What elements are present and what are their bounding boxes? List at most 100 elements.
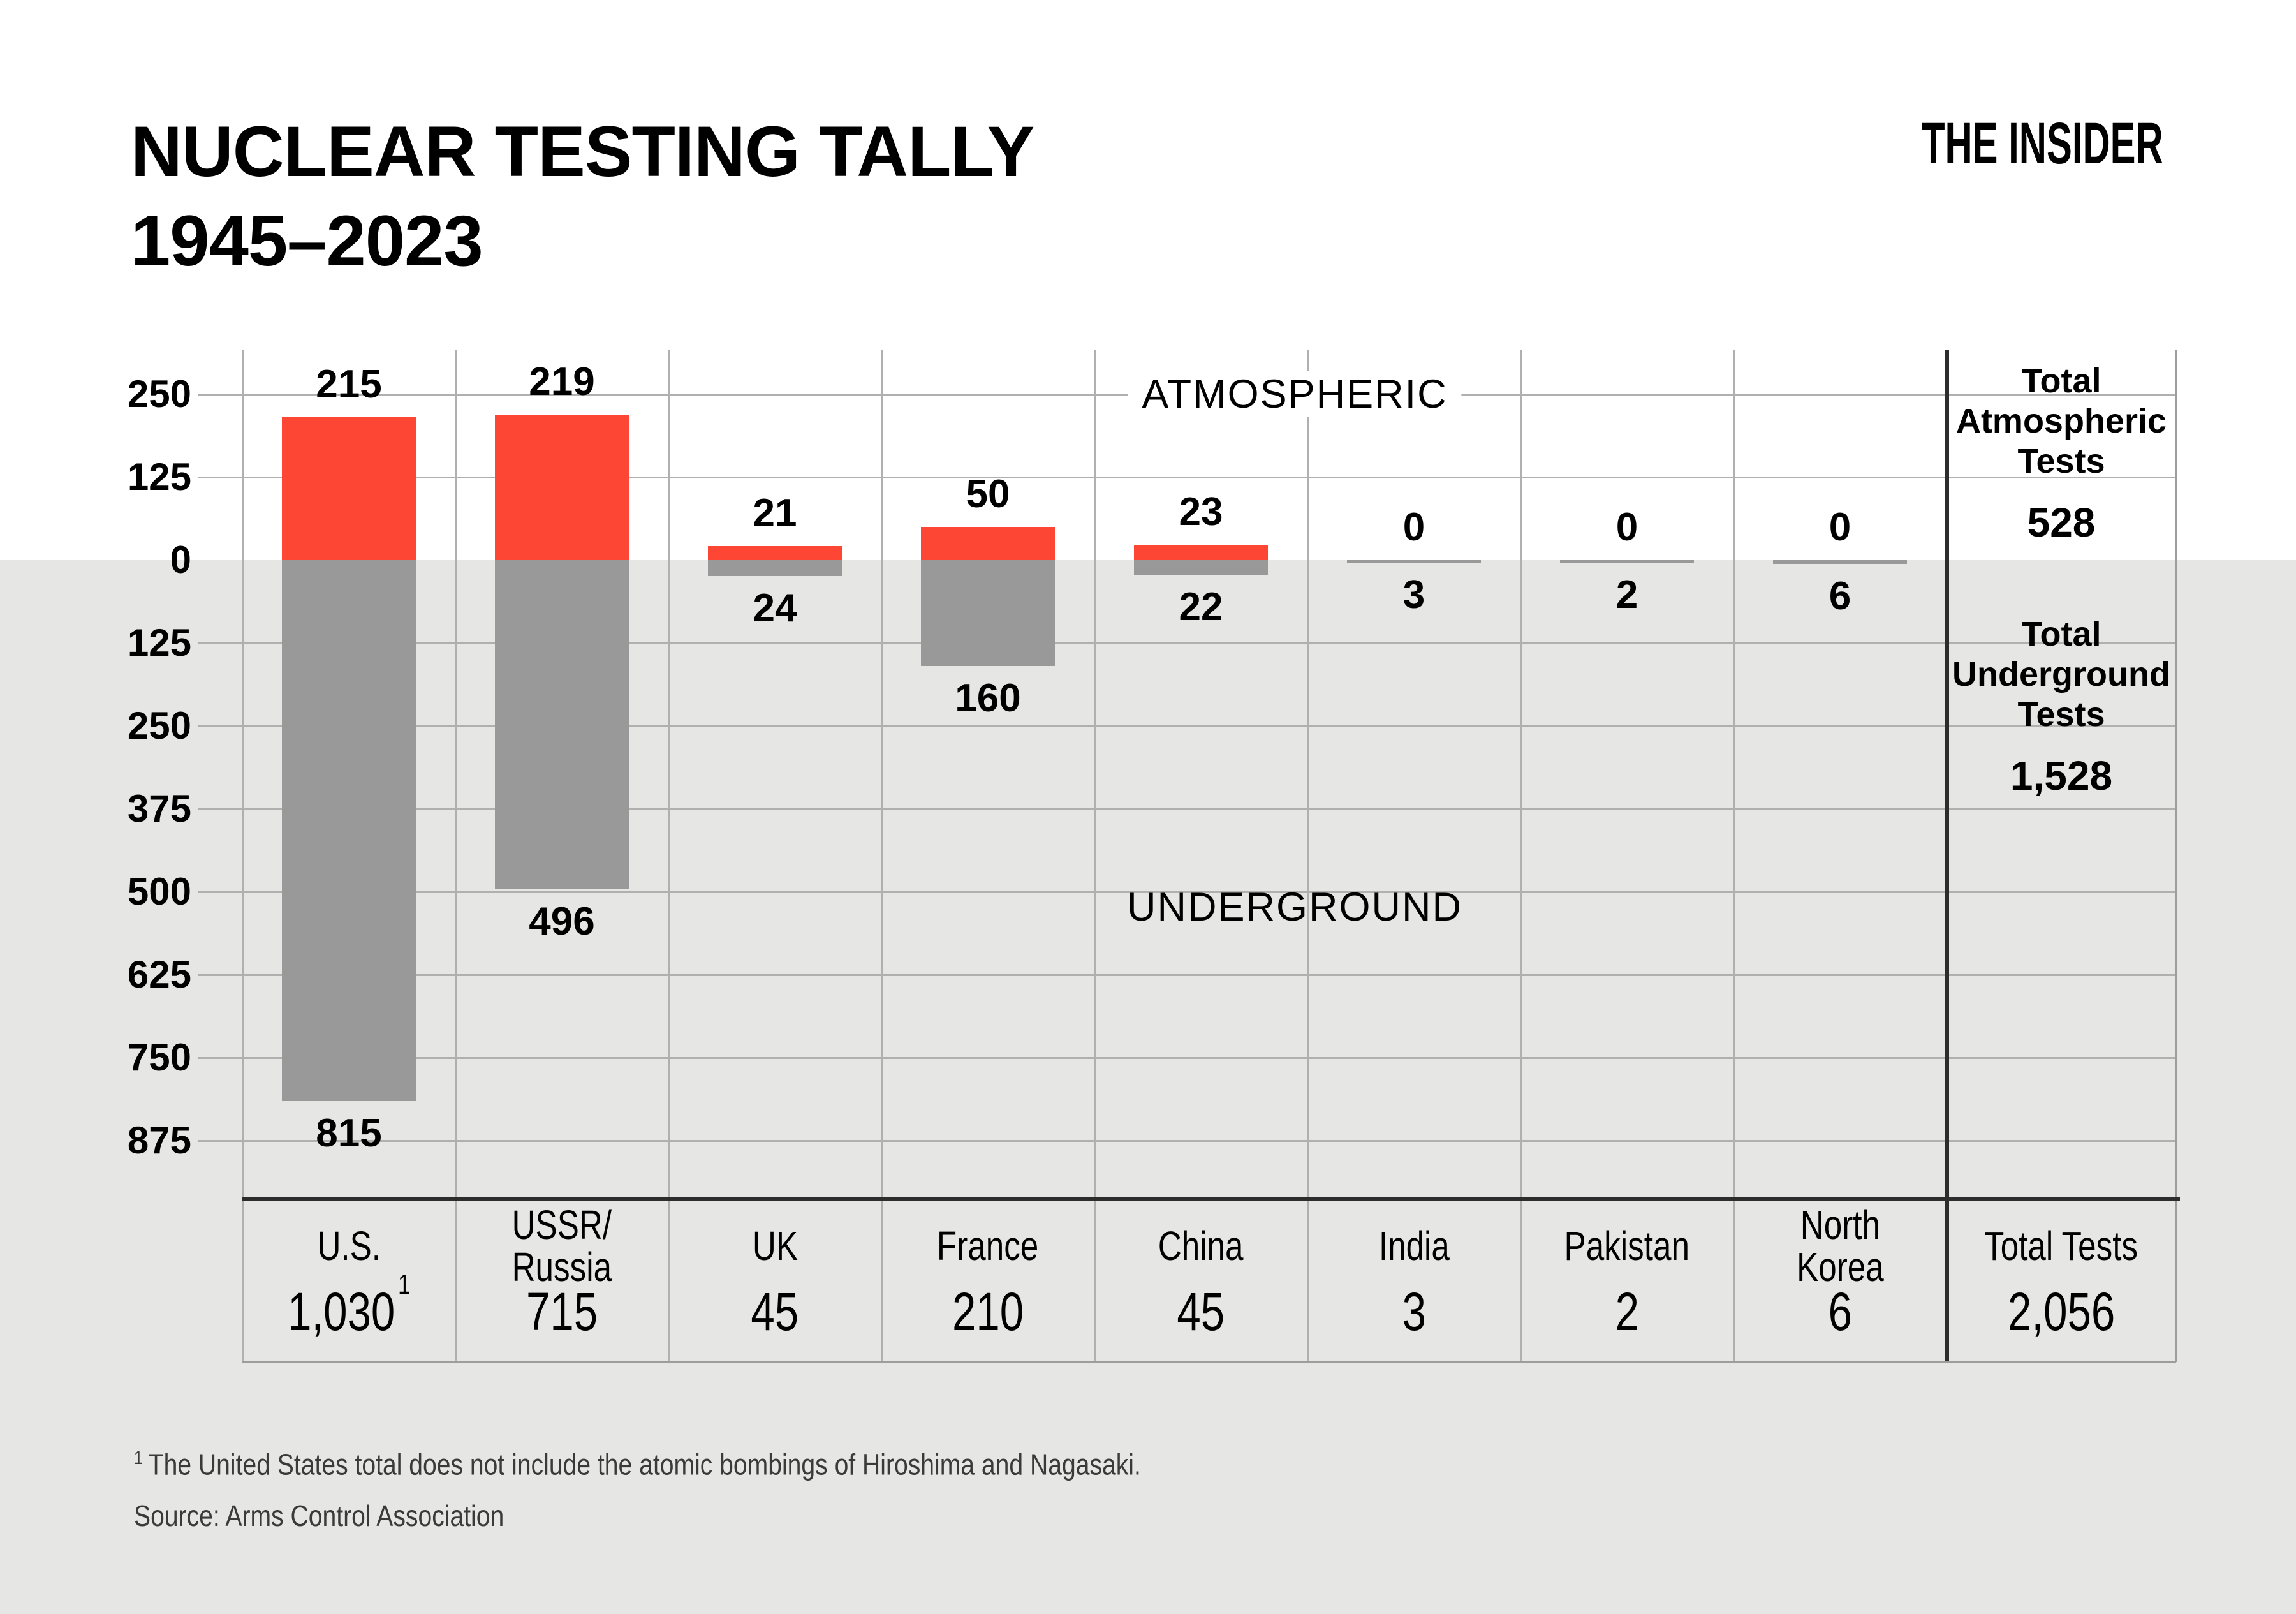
bar-value-label-underground: 24	[753, 586, 797, 630]
country-name-text: North Korea	[1796, 1202, 1884, 1290]
country-total-text: 715	[526, 1281, 598, 1342]
us-total-footnote-marker: 1	[397, 1268, 411, 1300]
bar-value-label-underground: 3	[1402, 573, 1425, 617]
country-name: North Korea	[1733, 1202, 1946, 1290]
gridline-125	[198, 477, 2176, 478]
country-total-text: 6	[1828, 1281, 1852, 1342]
country-total-text: 45	[1177, 1281, 1225, 1342]
bar-underground	[1773, 560, 1907, 564]
brand-logo: THE INSIDER	[1922, 111, 2163, 176]
footnote-source: Source: Arms Control Association	[134, 1499, 504, 1532]
total-tests-value: 2,056	[1946, 1280, 2176, 1344]
country-total: 715	[455, 1280, 668, 1344]
footnote: 1 The United States total does not includ…	[134, 1440, 1318, 1482]
region-label-underground: UNDERGROUND	[1127, 885, 1462, 929]
plot-right-border	[2175, 350, 2177, 1362]
bar-value-label-atmospheric: 21	[753, 491, 797, 535]
country-total-text: 2	[1615, 1281, 1639, 1342]
y-tick-label: 375	[127, 787, 191, 830]
region-label-atmospheric: ATMOSPHERIC	[1128, 371, 1462, 417]
bar-value-label-underground: 6	[1829, 574, 1851, 618]
country-name: India	[1307, 1205, 1520, 1287]
total-atmospheric-label: Total Atmospheric Tests	[1955, 362, 2167, 480]
country-name: U.S.	[242, 1205, 455, 1287]
country-name-text: UK	[752, 1223, 798, 1269]
y-tick-label: 250	[127, 704, 191, 747]
y-tick-label: 625	[127, 953, 191, 996]
y-tick-label: 0	[170, 538, 191, 581]
country-name: France	[881, 1205, 1094, 1287]
country-name-text: France	[937, 1223, 1039, 1269]
bar-value-label-underground: 160	[955, 676, 1021, 720]
title-line-1: NUCLEAR TESTING TALLY	[131, 112, 1034, 191]
bar-atmospheric	[708, 546, 842, 560]
country-total: 2	[1520, 1280, 1733, 1344]
bar-value-label-atmospheric: 0	[1615, 505, 1638, 549]
bar-value-label-underground: 2	[1615, 573, 1638, 617]
total-tests-label: Total Tests	[1946, 1205, 2176, 1287]
country-total-text: 3	[1402, 1281, 1426, 1342]
country-name-text: USSR/ Russia	[511, 1202, 612, 1290]
country-name-text: China	[1158, 1223, 1244, 1269]
bar-value-label-atmospheric: 0	[1829, 505, 1851, 549]
country-total: 45	[668, 1280, 881, 1344]
gridline-750	[198, 1057, 2176, 1059]
table-bottom-border	[242, 1361, 2176, 1363]
country-total: 1,030 1	[242, 1269, 455, 1344]
y-tick-label: 750	[127, 1036, 191, 1079]
gridline-875	[198, 1140, 2176, 1142]
country-total-text: 210	[952, 1281, 1024, 1342]
x-axis-line	[242, 1197, 2180, 1201]
bar-underground	[921, 560, 1055, 666]
footnote-text: The United States total does not include…	[148, 1447, 1141, 1481]
country-name: USSR/ Russia	[455, 1202, 668, 1290]
total-atmospheric-value: 528	[2027, 500, 2096, 545]
bar-underground	[708, 560, 842, 576]
page-title: NUCLEAR TESTING TALLY 1945–2023	[131, 107, 1034, 286]
y-tick-label: 875	[127, 1119, 191, 1162]
country-total: 45	[1094, 1280, 1307, 1344]
bar-underground	[282, 560, 416, 1101]
country-total: 6	[1733, 1280, 1946, 1344]
bar-underground	[495, 560, 629, 889]
bar-value-label-atmospheric: 50	[966, 472, 1010, 516]
gridline-250	[198, 725, 2176, 727]
bar-value-label-underground: 496	[529, 900, 595, 944]
country-name-text: India	[1378, 1223, 1450, 1269]
country-name: UK	[668, 1205, 881, 1287]
totals-column-divider	[1945, 350, 1949, 1362]
bar-value-label-atmospheric: 219	[529, 360, 595, 404]
total-tests-value-text: 2,056	[2007, 1281, 2116, 1342]
bar-atmospheric	[495, 415, 629, 560]
y-tick-label: 125	[127, 621, 191, 664]
gridline-125	[198, 642, 2176, 644]
column-separator	[881, 350, 883, 1362]
column-separator	[1520, 350, 1522, 1362]
y-tick-label: 125	[127, 455, 191, 498]
total-underground-label: Total Underground Tests	[1952, 615, 2170, 734]
bar-underground	[1347, 560, 1481, 563]
gridline-625	[198, 974, 2176, 976]
country-name-text: Pakistan	[1564, 1223, 1690, 1269]
gridline-500	[198, 891, 2176, 893]
column-separator	[668, 350, 670, 1362]
bar-value-label-atmospheric: 23	[1179, 490, 1223, 534]
bar-atmospheric	[282, 417, 416, 560]
y-tick-label: 250	[127, 373, 191, 415]
title-line-2: 1945–2023	[131, 201, 483, 281]
country-name-text: U.S.	[317, 1223, 381, 1269]
bar-underground	[1560, 560, 1694, 563]
country-total: 210	[881, 1280, 1094, 1344]
column-separator	[1733, 350, 1735, 1362]
y-tick-label: 500	[127, 870, 191, 913]
bar-atmospheric	[1134, 545, 1268, 560]
country-name: Pakistan	[1520, 1205, 1733, 1287]
bar-underground	[1134, 560, 1268, 575]
footnote-source-line: Source: Arms Control Association	[134, 1498, 570, 1534]
total-underground-value: 1,528	[2010, 753, 2113, 799]
bar-atmospheric	[921, 527, 1055, 560]
country-name: China	[1094, 1205, 1307, 1287]
country-total-text: 45	[751, 1281, 799, 1342]
country-total: 3	[1307, 1280, 1520, 1344]
